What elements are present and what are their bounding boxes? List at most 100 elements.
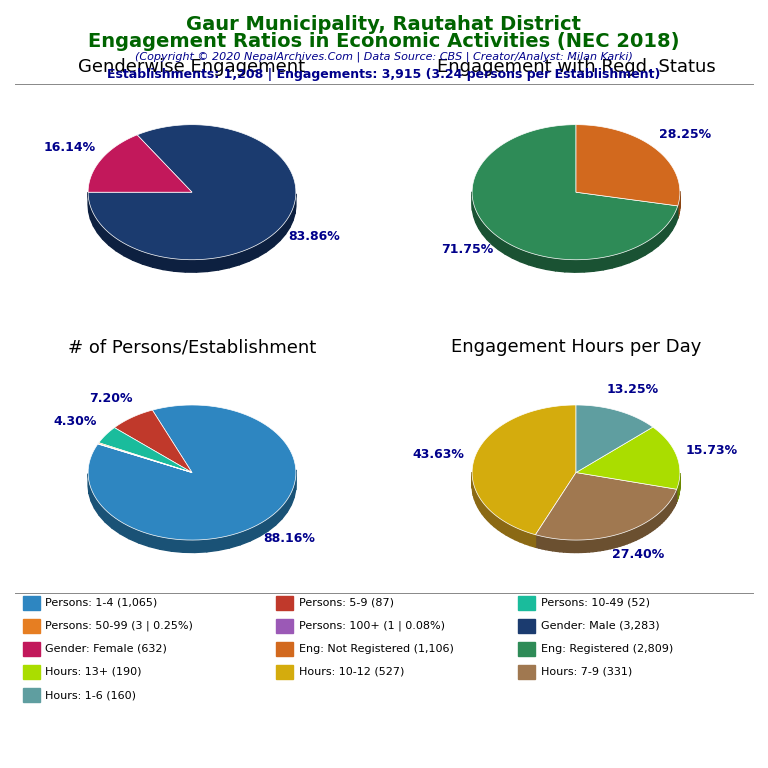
Polygon shape xyxy=(549,538,553,551)
Polygon shape xyxy=(657,513,660,527)
Text: 4.30%: 4.30% xyxy=(54,415,98,428)
Polygon shape xyxy=(293,201,295,220)
Polygon shape xyxy=(99,503,105,522)
Text: Persons: 50-99 (3 | 0.25%): Persons: 50-99 (3 | 0.25%) xyxy=(45,621,194,631)
Polygon shape xyxy=(273,228,280,247)
Polygon shape xyxy=(672,496,674,511)
Polygon shape xyxy=(521,250,528,265)
Polygon shape xyxy=(185,260,197,272)
Polygon shape xyxy=(670,498,672,513)
Polygon shape xyxy=(249,244,258,261)
Polygon shape xyxy=(574,540,578,552)
Polygon shape xyxy=(183,540,195,552)
Polygon shape xyxy=(607,536,611,549)
Polygon shape xyxy=(276,506,282,525)
Polygon shape xyxy=(91,207,94,226)
Polygon shape xyxy=(94,496,99,515)
Polygon shape xyxy=(621,250,629,266)
Polygon shape xyxy=(578,540,582,552)
Polygon shape xyxy=(639,525,642,538)
Polygon shape xyxy=(282,500,287,519)
Polygon shape xyxy=(474,204,476,223)
Polygon shape xyxy=(280,222,286,240)
Polygon shape xyxy=(472,124,677,260)
Polygon shape xyxy=(153,255,164,270)
Polygon shape xyxy=(103,227,109,245)
Polygon shape xyxy=(88,200,91,219)
Polygon shape xyxy=(295,194,296,214)
Polygon shape xyxy=(88,135,192,192)
Polygon shape xyxy=(565,260,574,272)
Polygon shape xyxy=(668,218,672,236)
Polygon shape xyxy=(120,521,129,538)
Polygon shape xyxy=(630,529,634,543)
Text: Gaur Municipality, Rautahat District: Gaur Municipality, Rautahat District xyxy=(187,15,581,35)
Polygon shape xyxy=(666,505,667,519)
Text: Establishments: 1,208 | Engagements: 3,915 (3.24 persons per Establishment): Establishments: 1,208 | Engagements: 3,9… xyxy=(108,68,660,81)
Polygon shape xyxy=(487,227,492,245)
Polygon shape xyxy=(553,538,556,551)
Text: 83.86%: 83.86% xyxy=(289,230,340,243)
Polygon shape xyxy=(560,539,564,552)
Polygon shape xyxy=(647,520,650,534)
Polygon shape xyxy=(589,539,593,552)
Polygon shape xyxy=(528,253,538,267)
Polygon shape xyxy=(542,536,546,550)
Polygon shape xyxy=(88,124,296,260)
Polygon shape xyxy=(482,222,487,240)
Polygon shape xyxy=(667,502,669,517)
Polygon shape xyxy=(555,258,565,272)
Polygon shape xyxy=(294,478,296,498)
Polygon shape xyxy=(603,256,612,270)
Text: Persons: 5-9 (87): Persons: 5-9 (87) xyxy=(299,598,394,608)
Text: Hours: 10-12 (527): Hours: 10-12 (527) xyxy=(299,667,404,677)
Polygon shape xyxy=(88,474,89,494)
Polygon shape xyxy=(674,492,676,506)
Polygon shape xyxy=(525,531,530,545)
Polygon shape xyxy=(505,242,512,258)
Polygon shape xyxy=(675,206,677,224)
Polygon shape xyxy=(669,501,670,515)
Polygon shape xyxy=(611,535,614,548)
Polygon shape xyxy=(266,234,273,252)
Polygon shape xyxy=(161,537,171,551)
Polygon shape xyxy=(498,517,502,532)
Polygon shape xyxy=(268,513,276,531)
Text: Persons: 100+ (1 | 0.08%): Persons: 100+ (1 | 0.08%) xyxy=(299,621,445,631)
Polygon shape xyxy=(658,229,664,247)
Polygon shape xyxy=(482,502,485,518)
Polygon shape xyxy=(240,528,250,545)
Polygon shape xyxy=(94,214,98,233)
Polygon shape xyxy=(124,243,133,260)
Polygon shape xyxy=(655,515,657,529)
Polygon shape xyxy=(571,540,574,552)
Polygon shape xyxy=(149,534,161,549)
Polygon shape xyxy=(512,246,521,262)
Text: 43.63%: 43.63% xyxy=(412,448,465,461)
Polygon shape xyxy=(576,427,680,489)
Polygon shape xyxy=(91,488,94,508)
Polygon shape xyxy=(488,508,491,524)
Polygon shape xyxy=(474,484,475,500)
Polygon shape xyxy=(495,515,498,530)
Polygon shape xyxy=(207,257,218,271)
Polygon shape xyxy=(604,537,607,550)
Polygon shape xyxy=(99,428,192,472)
Text: (Copyright © 2020 NepalArchives.Com | Data Source: CBS | Creator/Analyst: Milan : (Copyright © 2020 NepalArchives.Com | Da… xyxy=(135,51,633,62)
Polygon shape xyxy=(164,257,174,271)
Polygon shape xyxy=(637,243,644,260)
Polygon shape xyxy=(593,539,596,551)
Text: Engagement Ratios in Economic Activities (NEC 2018): Engagement Ratios in Economic Activities… xyxy=(88,32,680,51)
Polygon shape xyxy=(250,524,260,541)
Polygon shape xyxy=(535,535,539,548)
Polygon shape xyxy=(582,540,585,552)
Polygon shape xyxy=(539,535,542,549)
Text: 15.73%: 15.73% xyxy=(686,444,738,457)
Polygon shape xyxy=(287,492,291,512)
Polygon shape xyxy=(634,528,636,541)
Polygon shape xyxy=(556,539,560,551)
Text: 16.14%: 16.14% xyxy=(43,141,95,154)
Polygon shape xyxy=(574,260,584,272)
Polygon shape xyxy=(98,444,192,472)
Polygon shape xyxy=(485,505,488,521)
